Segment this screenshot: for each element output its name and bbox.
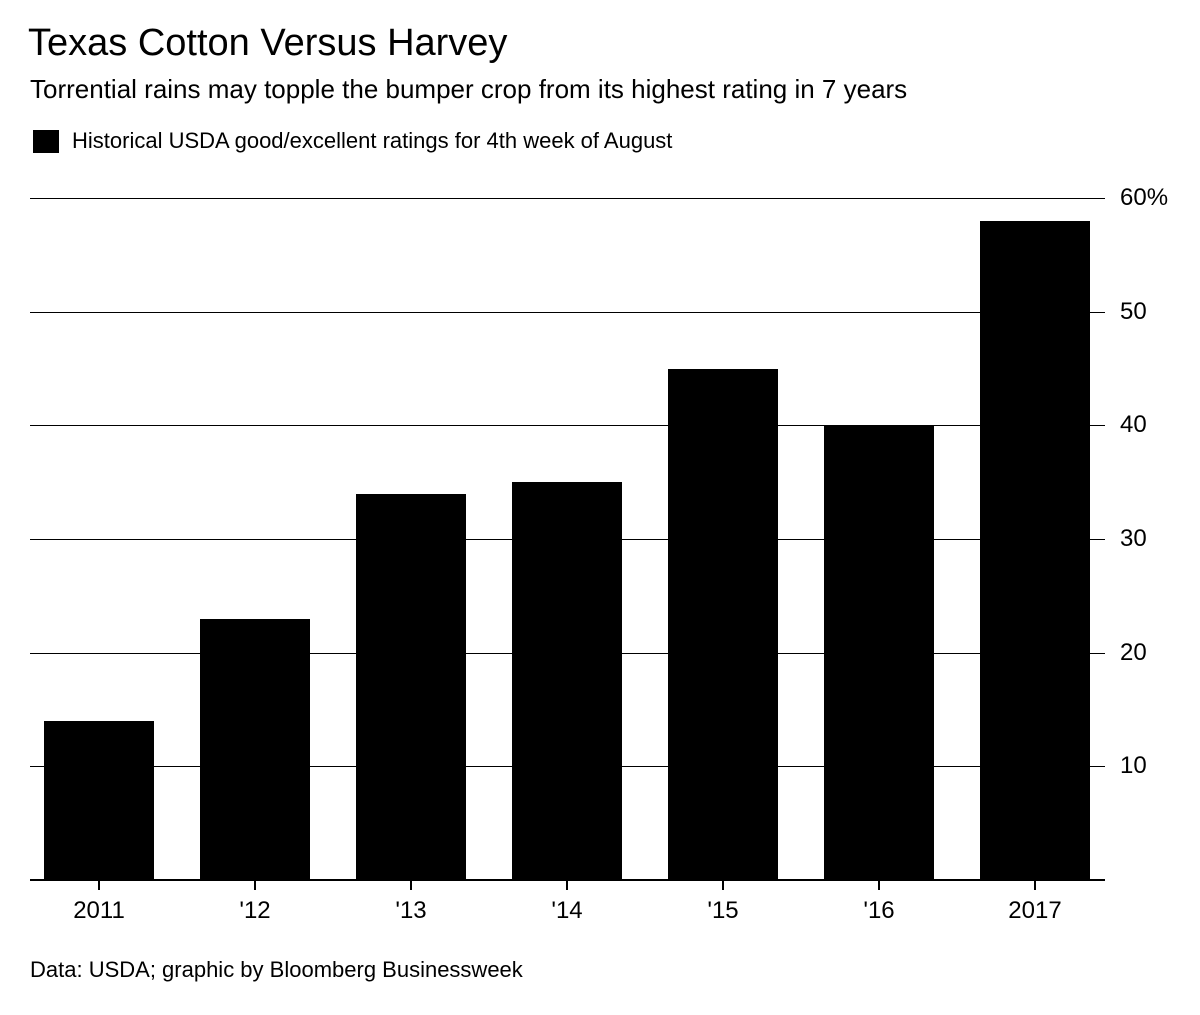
x-tick-12 bbox=[254, 880, 256, 890]
bar-15 bbox=[668, 368, 778, 880]
bar-2017 bbox=[980, 220, 1090, 880]
x-tick-15 bbox=[722, 880, 724, 890]
gridline-40 bbox=[30, 425, 1105, 427]
bar-2011 bbox=[44, 720, 154, 880]
x-tick-14 bbox=[566, 880, 568, 890]
legend-label: Historical USDA good/excellent ratings f… bbox=[72, 128, 673, 153]
y-tick-label-10: 10 bbox=[1120, 752, 1147, 780]
chart-title: Texas Cotton Versus Harvey bbox=[28, 22, 508, 64]
x-tick-label-2017: 2017 bbox=[1008, 897, 1062, 924]
bar-13 bbox=[356, 493, 466, 880]
x-tick-label-2011: 2011 bbox=[73, 897, 125, 924]
x-tick-label-16: '16 bbox=[863, 897, 895, 924]
x-tick-2017 bbox=[1034, 880, 1036, 890]
x-tick-label-14: '14 bbox=[551, 897, 583, 924]
bar-14 bbox=[512, 482, 622, 880]
bar-12 bbox=[200, 618, 310, 880]
y-tick-label-30: 30 bbox=[1120, 525, 1147, 552]
x-tick-label-12: '12 bbox=[239, 897, 271, 924]
legend: Historical USDA good/excellent ratings f… bbox=[33, 128, 672, 154]
legend-swatch-icon bbox=[33, 129, 59, 153]
x-tick-13 bbox=[410, 880, 412, 890]
y-tick-label-40: 40 bbox=[1120, 411, 1147, 439]
chart-subtitle: Torrential rains may topple the bumper c… bbox=[30, 74, 908, 104]
x-tick-2011 bbox=[98, 880, 100, 890]
x-tick-label-13: '13 bbox=[395, 897, 427, 924]
y-tick-label-50: 50 bbox=[1120, 297, 1147, 325]
x-tick-label-15: '15 bbox=[707, 897, 739, 924]
x-tick-16 bbox=[878, 880, 880, 890]
bar-16 bbox=[824, 425, 934, 880]
plot-area: 10 20 30 40 50 60% 2011 '12 '13 '14 '15 '16 2017 bbox=[30, 184, 1168, 924]
source-note: Data: USDA; graphic by Bloomberg Busines… bbox=[30, 957, 523, 982]
y-tick-label-20: 20 bbox=[1120, 638, 1147, 666]
gridline-60 bbox=[30, 198, 1105, 199]
y-tick-label-60: 60% bbox=[1120, 184, 1169, 211]
gridline-50 bbox=[30, 311, 1105, 313]
